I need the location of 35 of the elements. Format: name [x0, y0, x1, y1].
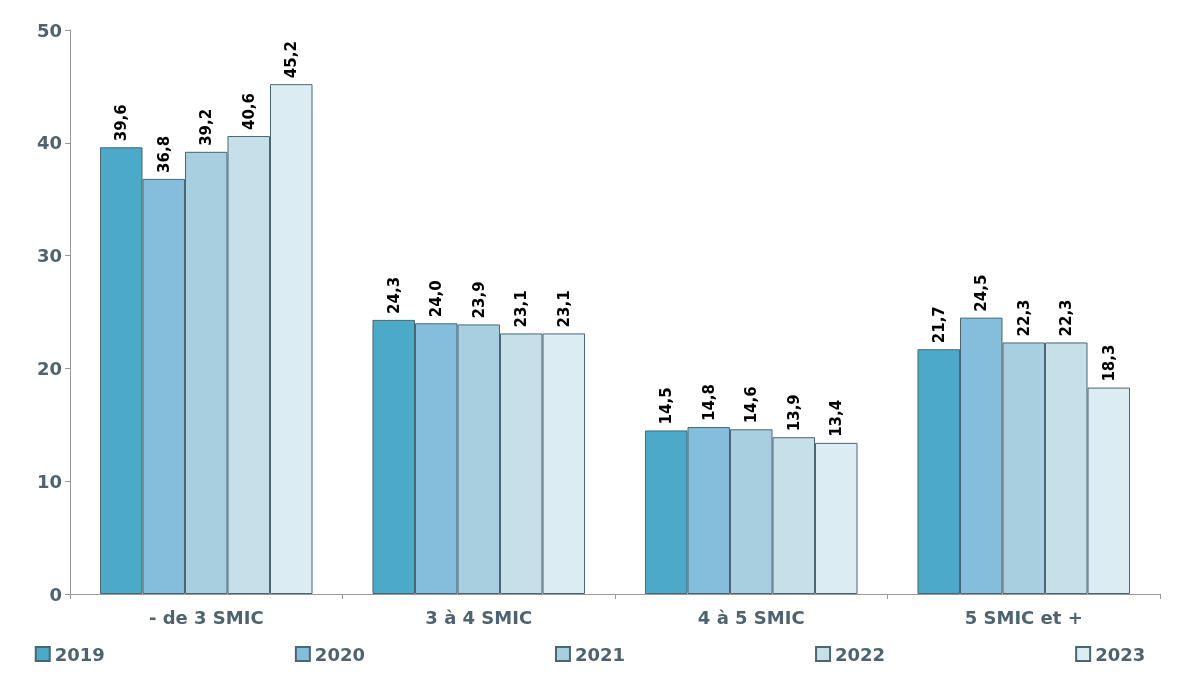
data-label: 23,1: [512, 290, 531, 328]
legend-label: 2020: [314, 643, 365, 665]
data-label: 45,2: [282, 41, 301, 79]
data-label: 18,3: [1099, 344, 1118, 382]
data-label: 14,8: [699, 384, 718, 422]
data-label: 14,6: [742, 386, 761, 424]
data-label: 22,3: [1057, 299, 1076, 337]
legend-label: 2019: [54, 643, 105, 665]
x-tick-label: 3 à 4 SMIC: [425, 606, 533, 628]
data-label: 24,0: [427, 280, 446, 318]
data-label: 13,4: [827, 399, 846, 437]
data-label: 24,3: [384, 276, 403, 314]
data-label: 40,6: [239, 93, 258, 131]
data-label: 21,7: [929, 306, 948, 344]
y-tick-label: 50: [36, 19, 62, 41]
legend-label: 2023: [1095, 643, 1146, 665]
x-tick-label: 5 SMIC et +: [964, 606, 1083, 628]
data-label: 23,1: [554, 290, 573, 328]
x-tick-label: - de 3 SMIC: [148, 606, 264, 628]
data-label: 13,9: [784, 394, 803, 432]
legend-label: 2022: [835, 643, 886, 665]
data-label: 23,9: [469, 281, 488, 319]
y-tick-label: 10: [36, 470, 62, 492]
data-label: 39,6: [112, 104, 131, 142]
y-tick-label: 0: [49, 583, 62, 605]
data-label: 39,2: [197, 108, 216, 146]
x-tick-label: 4 à 5 SMIC: [697, 606, 805, 628]
legend-label: 2021: [574, 643, 626, 665]
y-tick-label: 20: [36, 357, 62, 379]
data-label: 36,8: [154, 135, 173, 173]
data-label: 24,5: [972, 274, 991, 312]
y-tick-label: 40: [36, 132, 62, 154]
data-label: 22,3: [1014, 299, 1033, 337]
data-label: 14,5: [657, 387, 676, 425]
y-tick-label: 30: [36, 245, 62, 267]
